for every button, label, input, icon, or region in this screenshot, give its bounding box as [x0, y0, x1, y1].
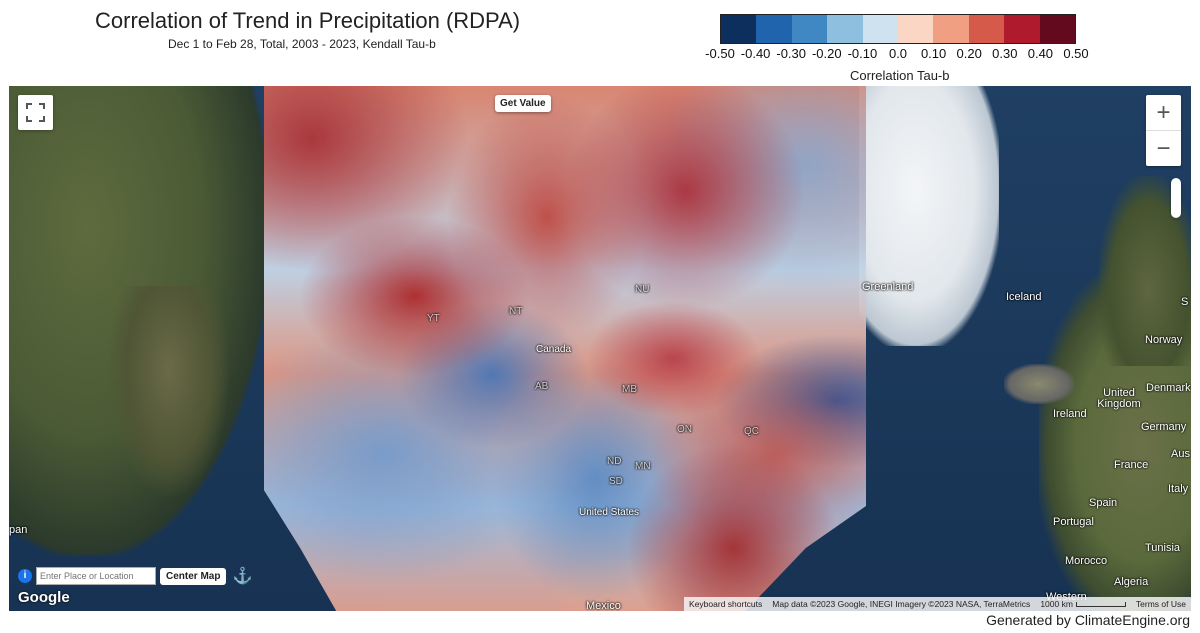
label-aus-partial: Aus [1171, 448, 1190, 460]
zoom-in-button[interactable]: + [1156, 99, 1171, 126]
location-search-input[interactable] [36, 567, 156, 585]
get-value-button[interactable]: Get Value [495, 95, 551, 112]
info-icon[interactable]: i [18, 569, 32, 583]
legend-tick-label: 0.30 [992, 46, 1018, 61]
label-japan-partial: pan [9, 524, 28, 536]
label-united-states: United States [579, 507, 640, 518]
legend-swatch [1004, 15, 1040, 43]
land-kamchatka [109, 286, 229, 496]
legend-tick-label: 0.0 [888, 46, 908, 61]
legend-swatch [933, 15, 969, 43]
center-map-button[interactable]: Center Map [160, 567, 227, 585]
land-iceland [1004, 364, 1074, 404]
label-portugal: Portugal [1053, 516, 1094, 528]
legend-tick-label: 0.40 [1027, 46, 1054, 61]
keyboard-shortcuts-link[interactable]: Keyboard shortcuts [689, 599, 763, 609]
label-denmark: Denmark [1146, 382, 1191, 394]
label-mb: MB [622, 384, 637, 395]
legend-label: Correlation Tau-b [850, 68, 950, 83]
legend-swatch [968, 15, 1005, 43]
search-row: i Center Map ⚓ [18, 566, 252, 586]
scale-bar[interactable]: 1000 km [1035, 597, 1131, 611]
legend-tick-label: 0.10 [920, 46, 947, 61]
scale-line [1075, 601, 1126, 607]
legend-tick-label: -0.30 [776, 46, 807, 61]
label-tunisia: Tunisia [1145, 542, 1181, 554]
label-nd: ND [607, 456, 622, 467]
label-algeria: Algeria [1114, 576, 1149, 588]
label-mexico: Mexico [586, 600, 621, 611]
label-morocco: Morocco [1065, 555, 1108, 567]
legend-tick-label: -0.50 [705, 46, 735, 61]
correlation-overlay[interactable] [264, 86, 866, 611]
label-mn: MN [635, 461, 651, 472]
legend-swatch [791, 15, 828, 43]
label-greenland: Greenland [862, 281, 914, 293]
zoom-control: + − [1146, 95, 1181, 166]
label-qc: QC [744, 426, 759, 437]
legend-tick-label: -0.20 [811, 46, 842, 61]
legend-swatch [756, 15, 792, 43]
zoom-out-button[interactable]: − [1156, 135, 1171, 162]
legend-tick-label: -0.40 [740, 46, 771, 61]
land-greenland [859, 86, 999, 346]
anchor-icon[interactable]: ⚓ [232, 568, 253, 585]
label-ab: AB [535, 381, 549, 392]
map-data-text: Map data ©2023 Google, INEGI Imagery ©20… [772, 599, 1031, 609]
map-view[interactable]: Canada United States Greenland Iceland N… [9, 86, 1191, 611]
label-united-kingdom: United Kingdom [1097, 387, 1141, 410]
label-spain: Spain [1089, 497, 1118, 509]
footer-credit: Generated by ClimateEngine.org [986, 612, 1190, 628]
chart-title: Correlation of Trend in Precipitation (R… [95, 8, 521, 33]
legend-tick-label: 0.50 [1063, 46, 1089, 61]
label-ireland: Ireland [1053, 408, 1087, 420]
chart-subtitle: Dec 1 to Feb 28, Total, 2003 - 2023, Ken… [168, 37, 436, 51]
google-logo: Google [18, 589, 70, 606]
fullscreen-button[interactable] [18, 95, 53, 130]
legend-swatch [721, 15, 757, 43]
label-on: ON [677, 424, 692, 435]
fullscreen-icon [26, 103, 45, 122]
scale-label: 1000 km [1040, 599, 1073, 609]
label-norway: Norway [1145, 334, 1183, 346]
legend-swatch [898, 15, 934, 43]
color-legend: -0.50 -0.40 -0.30 -0.20 -0.10 0.0 0.10 0.20 0.30… [705, 14, 1089, 83]
label-germany: Germany [1141, 421, 1187, 433]
legend-ticks: -0.50 -0.40 -0.30 -0.20 -0.10 0.0 0.10 0.20 0.30… [705, 46, 1088, 64]
label-sd: SD [609, 476, 623, 487]
label-yt: YT [427, 313, 440, 324]
map-attribution: Keyboard shortcuts Map data ©2023 Google… [684, 597, 1191, 611]
legend-swatch [827, 15, 863, 43]
label-italy: Italy [1168, 483, 1189, 495]
label-nt: NT [509, 306, 523, 317]
terms-link[interactable]: Terms of Use [1135, 599, 1186, 609]
legend-tick-label: -0.10 [847, 46, 878, 61]
label-nu: NU [635, 284, 650, 295]
legend-swatch [862, 15, 899, 43]
label-iceland: Iceland [1006, 291, 1042, 303]
pegman-slider[interactable] [1171, 178, 1181, 218]
label-france: France [1114, 459, 1149, 471]
label-s-partial: S [1181, 296, 1189, 308]
legend-swatch [1039, 15, 1076, 43]
legend-tick-label: 0.20 [956, 46, 982, 61]
legend-colorbar [720, 14, 1076, 44]
label-canada: Canada [536, 344, 572, 355]
